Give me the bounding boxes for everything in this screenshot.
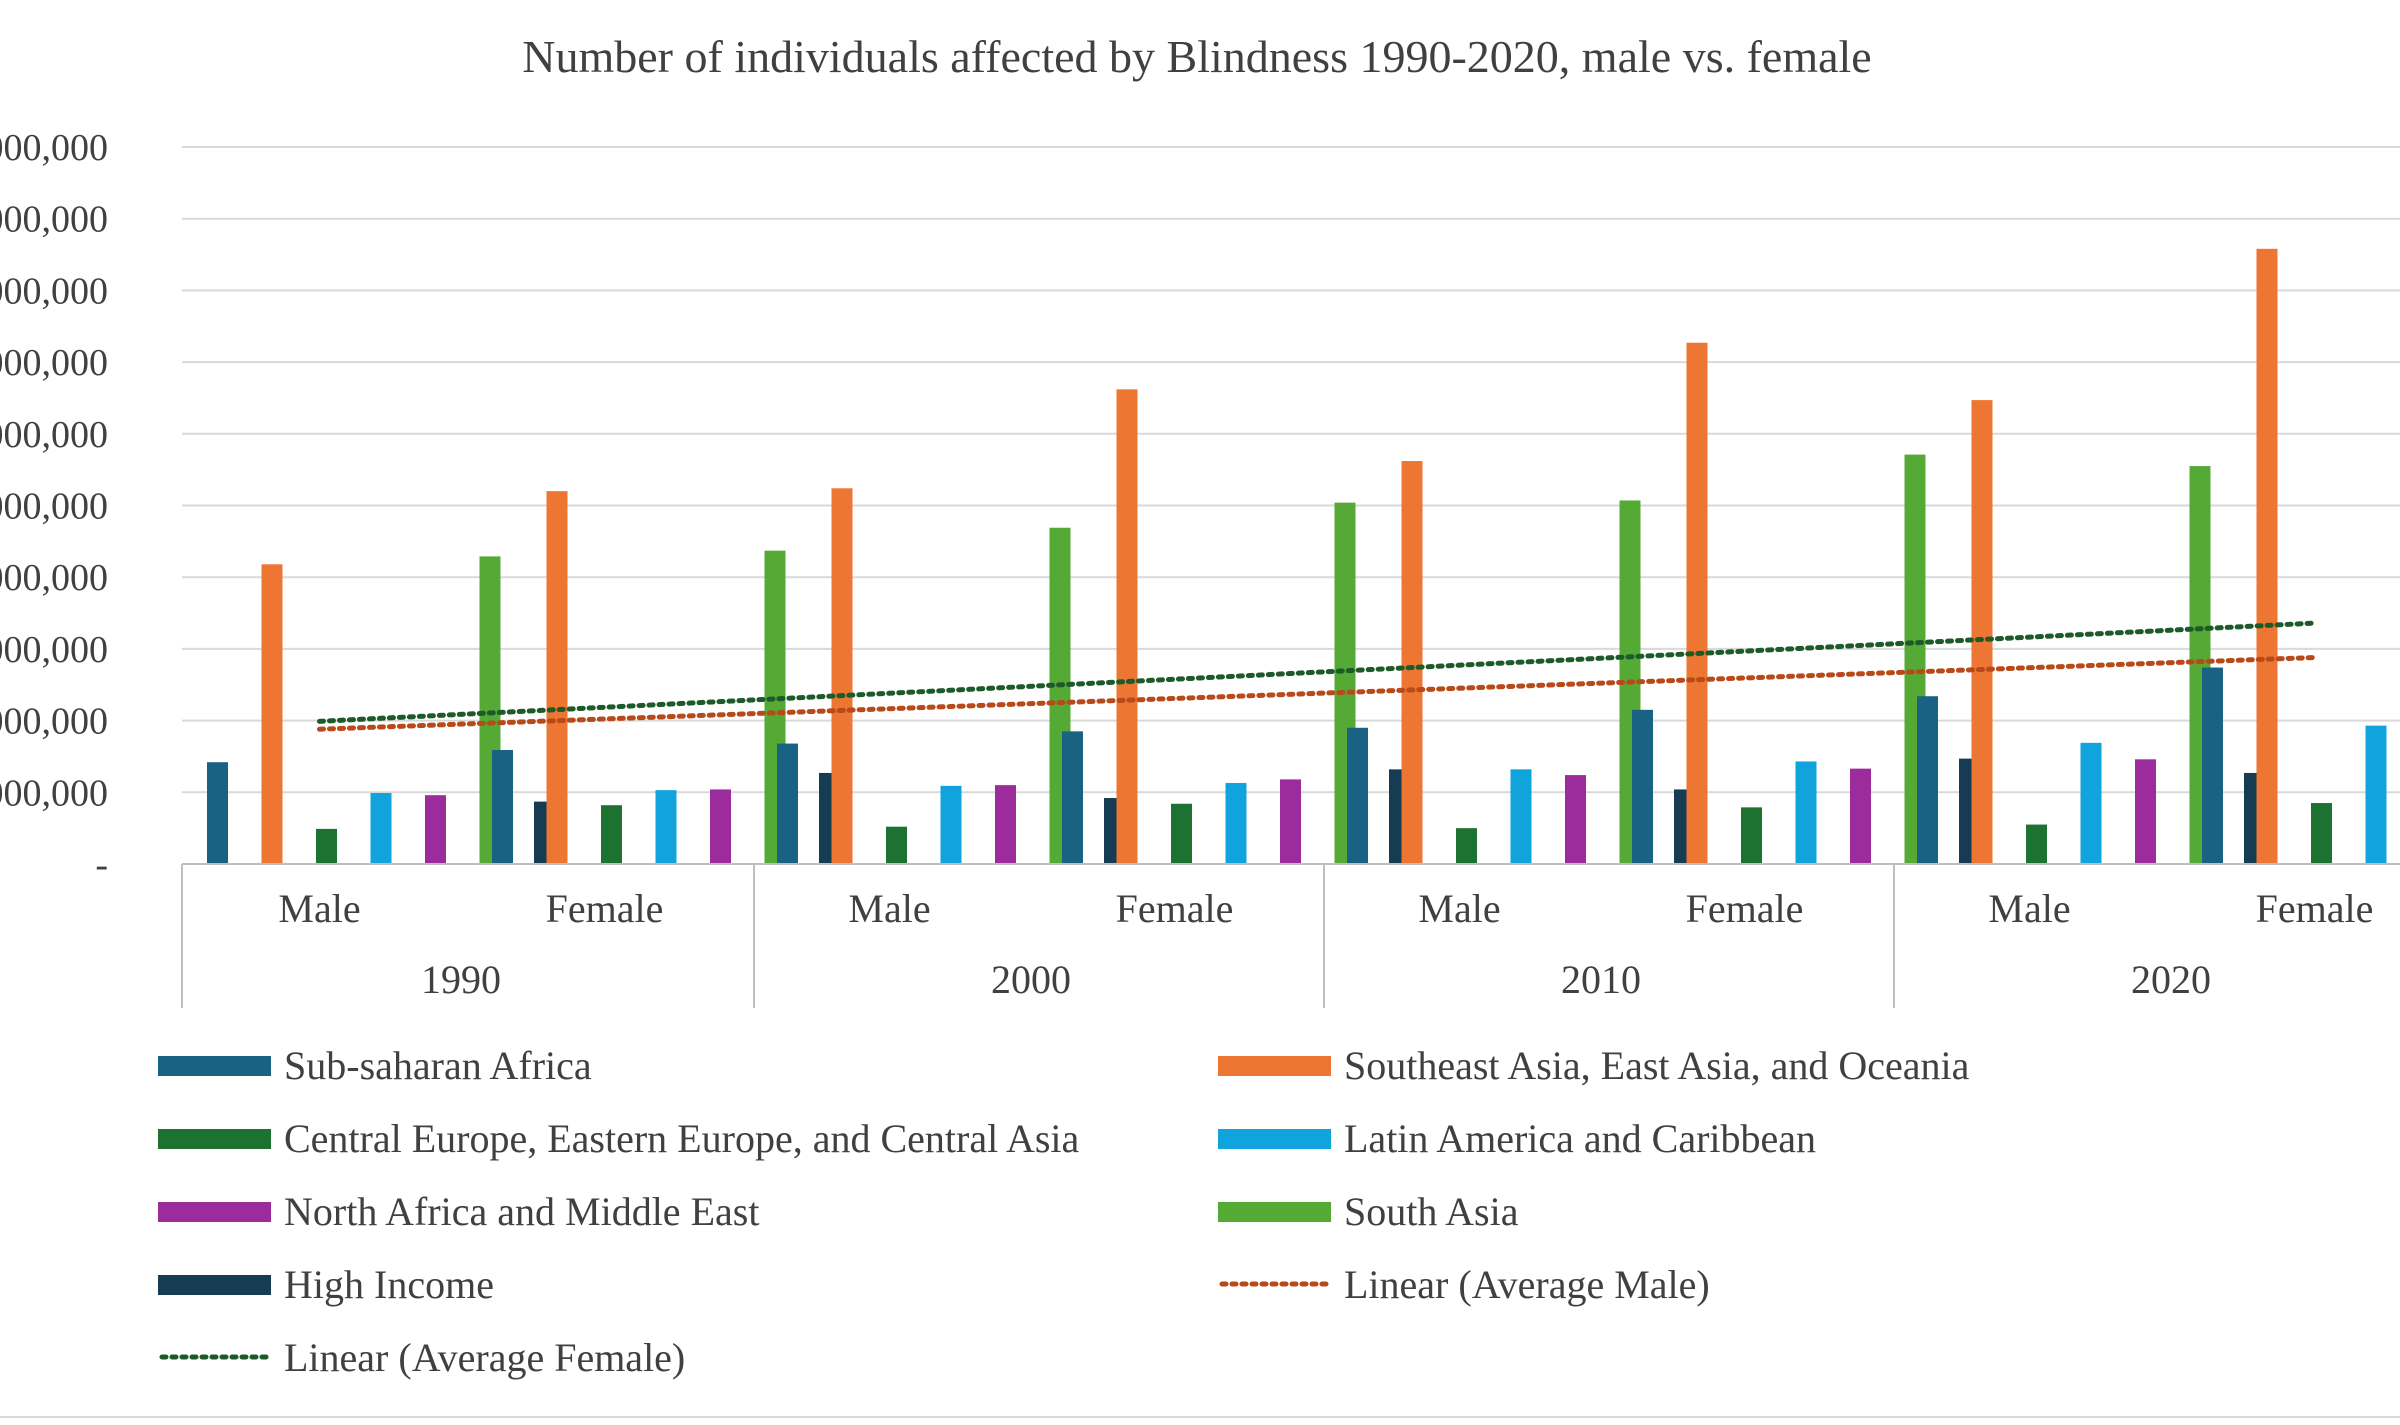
bar [601,805,622,864]
bar [1632,709,1653,864]
x-tick-label: Male [1988,886,2070,931]
legend-swatch [1218,1129,1331,1149]
legend-label: Central Europe, Eastern Europe, and Cent… [284,1116,1080,1161]
bar [261,564,283,864]
legend-label: Linear (Average Male) [1344,1262,1710,1307]
trendlines [317,620,2317,732]
legend-swatch [1218,1202,1331,1222]
bar [2026,824,2047,864]
bar [370,793,392,864]
bar [655,790,677,864]
x-group-label: 2010 [1561,957,1641,1002]
legend-label: Linear (Average Female) [284,1335,685,1380]
legend-swatch [158,1129,271,1149]
legend-label: Latin America and Caribbean [1344,1116,1816,1161]
legend-label: South Asia [1344,1189,1519,1234]
bar [1062,731,1083,864]
legend-swatch [158,1202,271,1222]
bar [2311,803,2332,864]
x-axis: Male Female Male Female Male Female Male Female… [181,863,2400,1008]
bar [425,795,446,864]
x-group-label: 2020 [2131,957,2211,1002]
chart-title: Number of individuals affected by Blindn… [522,31,1871,82]
bar [207,762,228,864]
legend-swatch [1218,1056,1331,1076]
bar [1971,400,1993,864]
bar [995,785,1016,864]
bar [1850,768,1871,864]
bar [1116,389,1138,864]
y-axis-tick-labels: - 1,000,000 2,000,000 3,000,000 4,000,000 5,0… [0,127,108,886]
bar [1280,779,1301,864]
x-tick-label: Female [2256,886,2374,931]
trendline [317,655,2317,732]
legend-label: Sub-saharan Africa [284,1043,592,1088]
y-tick-label: 4,000,000 [0,557,108,599]
bars [207,248,2387,865]
bar [1741,807,1762,864]
x-tick-label: Female [1116,886,1234,931]
bar [546,491,568,864]
bar [2365,725,2387,864]
bar [886,826,907,864]
y-tick-label: 6,000,000 [0,414,108,456]
legend-label: North Africa and Middle East [284,1189,759,1234]
bar [1347,727,1368,864]
bar [316,828,337,864]
bar [1510,769,1532,864]
bar [1401,461,1423,864]
y-tick-label: 8,000,000 [0,270,108,312]
x-tick-label: Male [848,886,930,931]
x-group-label: 1990 [421,957,501,1002]
bar [2256,248,2278,865]
x-tick-label: Female [546,886,664,931]
bar [831,488,853,864]
y-tick-label: 5,000,000 [0,486,108,528]
bar [940,785,962,864]
y-tick-label: 3,000,000 [0,629,108,671]
legend-swatch [158,1056,271,1076]
y-tick-label: 10,000,000 [0,127,108,169]
y-tick-label: 2,000,000 [0,701,108,743]
bar [1456,828,1477,864]
bar [1795,761,1817,864]
frame-bottom-border [0,1416,2400,1418]
bar [1565,775,1586,864]
x-tick-label: Female [1686,886,1804,931]
x-tick-label: Male [278,886,360,931]
y-tick-label: 7,000,000 [0,342,108,384]
bar [2135,759,2156,864]
trendline [317,620,2317,724]
bar [1917,696,1938,864]
legend-swatch [158,1275,271,1295]
x-tick-label: Male [1418,886,1500,931]
bar [777,743,798,864]
bar [1225,782,1247,864]
bar [2080,742,2102,864]
bar [710,789,731,864]
legend-label: High Income [284,1262,494,1307]
legend: Sub-saharan Africa Southeast Asia, East A… [158,1043,1970,1380]
y-tick-label: - [95,844,108,886]
bar [1171,803,1192,864]
bar [492,749,513,864]
bar [2202,667,2223,864]
y-tick-label: 9,000,000 [0,199,108,241]
bar [1686,342,1708,865]
legend-label: Southeast Asia, East Asia, and Oceania [1344,1043,1970,1088]
y-tick-label: 1,000,000 [0,772,108,814]
x-group-label: 2000 [991,957,1071,1002]
